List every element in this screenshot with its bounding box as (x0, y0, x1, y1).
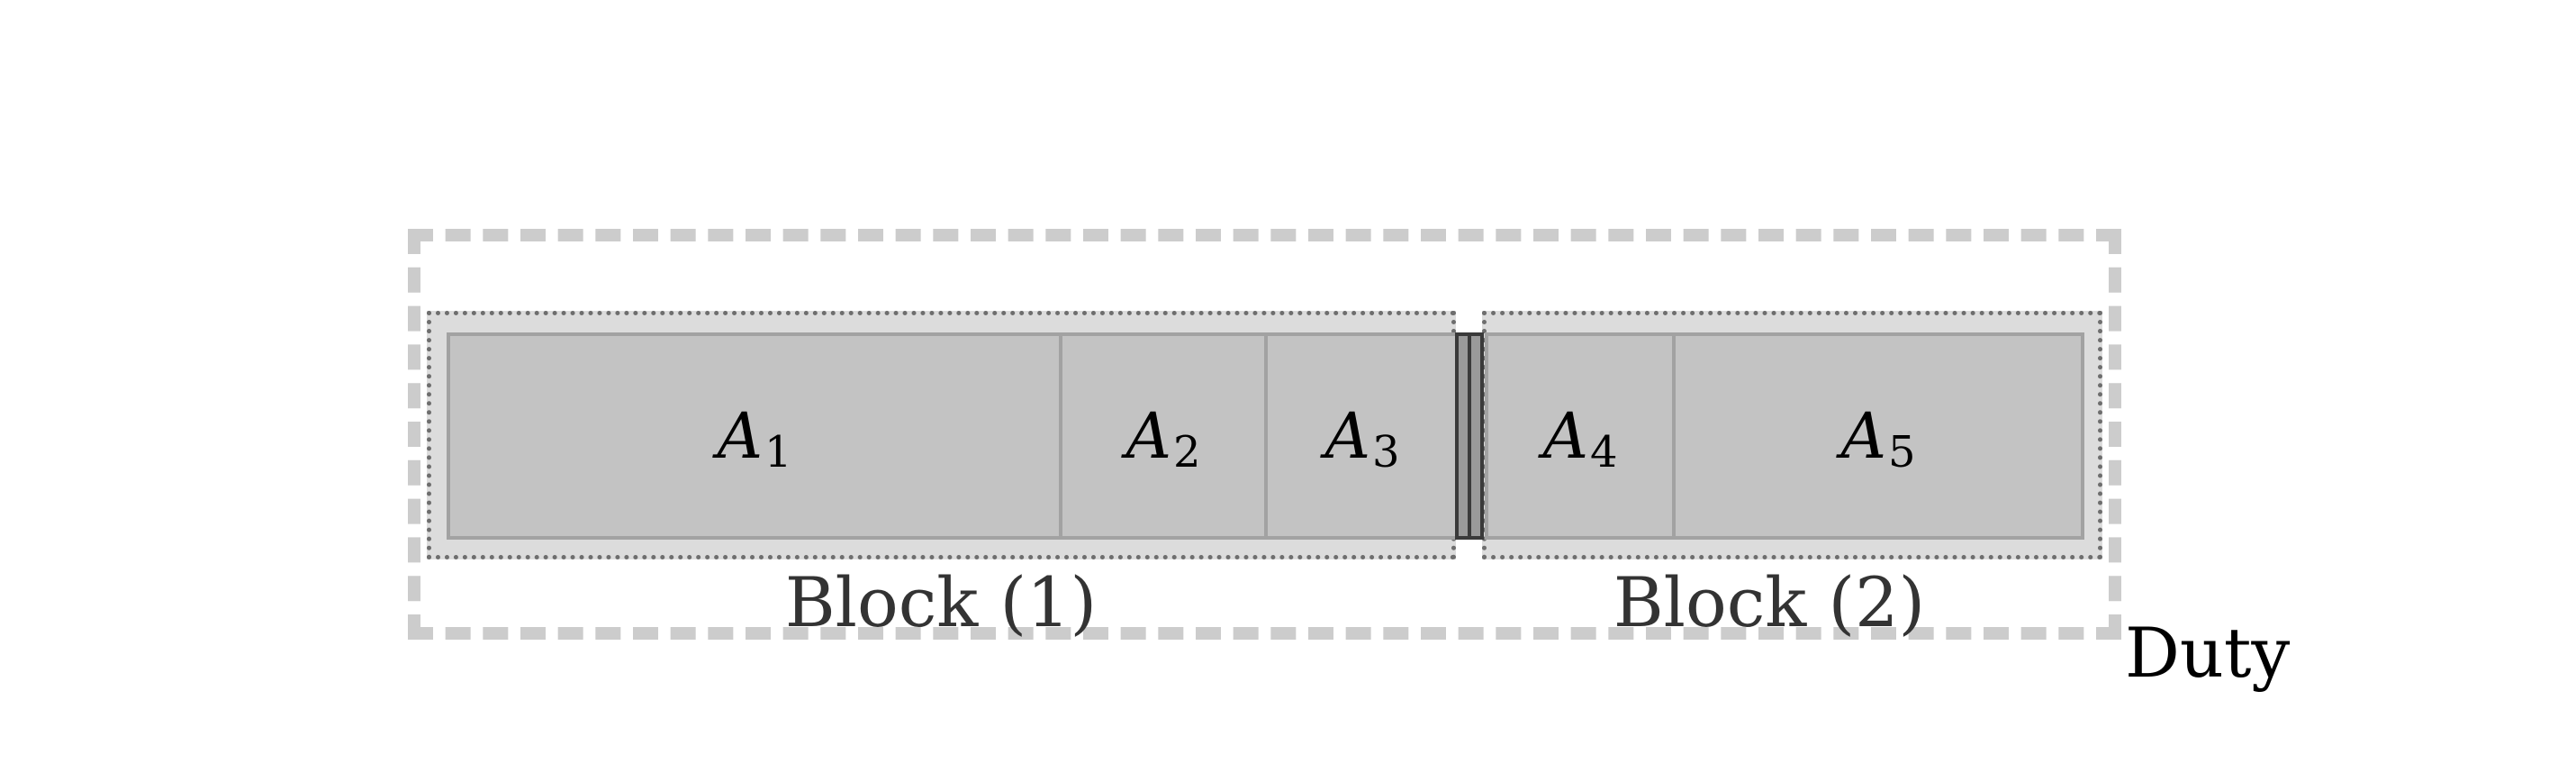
activity-a3-symbol: A (1324, 399, 1370, 473)
activity-a2-subscript: 2 (1173, 427, 1201, 477)
activity-a5-symbol: A (1840, 399, 1886, 473)
duty-frame (408, 229, 2121, 640)
activity-a4-subscript: 4 (1590, 427, 1618, 477)
block-separator (1455, 332, 1484, 540)
activity-a3-subscript: 3 (1372, 427, 1400, 477)
activity-a2-symbol: A (1125, 399, 1171, 473)
activity-a4-symbol: A (1542, 399, 1588, 473)
activity-a1-subscript: 1 (764, 427, 792, 477)
block-2-label: Block (2) (1613, 562, 1926, 642)
block-1-label: Block (1) (784, 562, 1098, 642)
activity-a5-subscript: 5 (1888, 427, 1916, 477)
activity-a1-symbol: A (717, 399, 763, 473)
duty-label: Duty (2125, 613, 2291, 693)
